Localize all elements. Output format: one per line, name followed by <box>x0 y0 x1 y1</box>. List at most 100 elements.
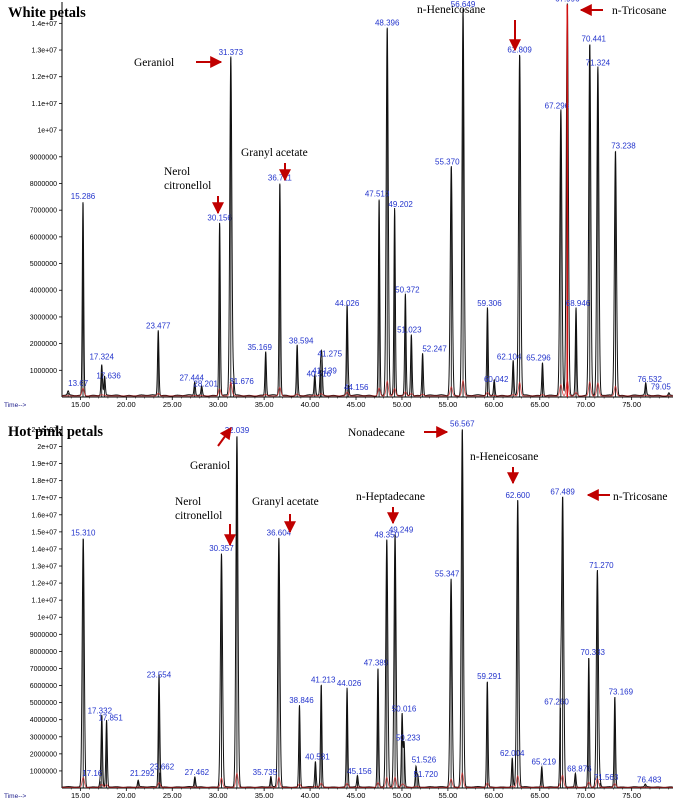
y-tick-label: 1e+07 <box>37 128 57 135</box>
x-axis-label: Time--> <box>4 793 27 800</box>
y-tick-label: 9000000 <box>30 632 57 639</box>
y-tick-label: 3000000 <box>30 314 57 321</box>
peak-label: 67.996 <box>555 0 580 4</box>
y-tick-label: 1000000 <box>30 768 57 775</box>
peak-label: 31.676 <box>229 377 254 386</box>
peak-label: 17.16 <box>82 769 103 778</box>
peak-label: 48.350 <box>375 530 400 539</box>
x-tick-label: 75.00 <box>622 791 641 800</box>
y-tick-label: 1e+07 <box>37 615 57 622</box>
peak-label: 70.333 <box>581 648 606 657</box>
y-tick-label: 4000000 <box>30 288 57 295</box>
peak-label: 44.026 <box>337 679 362 688</box>
peak-label: 62.809 <box>507 45 532 54</box>
peak-label: 59.306 <box>477 299 502 308</box>
peak-label: 68.876 <box>567 764 592 773</box>
peak-label: 67.260 <box>544 698 569 707</box>
annotation-arrow <box>217 427 232 447</box>
peak-label: 38.846 <box>289 696 314 705</box>
peak-label: 32.039 <box>225 426 250 435</box>
y-tick-label: 8000000 <box>30 649 57 656</box>
y-tick-label: 1.2e+07 <box>32 74 58 81</box>
peak-label: 41.213 <box>311 676 336 685</box>
compound-annotation: n-Tricosane <box>612 5 667 17</box>
y-tick-label: 1.5e+07 <box>32 529 58 536</box>
x-tick-label: 45.00 <box>347 791 366 800</box>
peak-label: 79.05 <box>651 382 672 391</box>
compound-annotation: citronellol <box>175 510 222 522</box>
peak-label: 50.016 <box>392 705 417 714</box>
peak-label: 62.600 <box>505 491 530 500</box>
peak-label: 71.563 <box>594 773 619 782</box>
peak-label: 47.513 <box>365 190 390 199</box>
x-tick-label: 70.00 <box>576 400 595 409</box>
peak-label: 13.67 <box>68 379 89 388</box>
peak-label: 67.489 <box>550 488 575 497</box>
peak-label: 45.156 <box>347 767 372 776</box>
x-tick-label: 55.00 <box>439 791 458 800</box>
peak-label: 17.332 <box>88 706 113 715</box>
peak-label: 28.201 <box>193 380 218 389</box>
peak-label: 23.554 <box>147 670 172 679</box>
y-tick-label: 1.1e+07 <box>32 598 58 605</box>
compound-annotation: Geraniol <box>134 57 174 69</box>
y-tick-label: 1.3e+07 <box>32 564 58 571</box>
peak-label: 35.169 <box>247 343 272 352</box>
y-tick-label: 5000000 <box>30 700 57 707</box>
y-tick-label: 2.1e+07 <box>32 427 58 434</box>
peak-label: 52.247 <box>422 344 447 353</box>
peak-label: 55.370 <box>435 157 460 166</box>
peak-label: 40.516 <box>307 370 332 379</box>
x-tick-label: 60.00 <box>484 791 503 800</box>
y-tick-label: 2e+07 <box>37 444 57 451</box>
x-tick-label: 65.00 <box>530 791 549 800</box>
peak-label: 30.357 <box>209 544 234 553</box>
x-tick-label: 15.00 <box>71 791 90 800</box>
peak-label: 27.444 <box>179 374 204 383</box>
peak-label: 55.347 <box>435 570 460 579</box>
peak-label: 50.372 <box>395 286 420 295</box>
compound-annotation: n-Heptadecane <box>356 491 425 503</box>
panel-title: White petals <box>8 5 86 21</box>
peak-label: 21.292 <box>130 769 155 778</box>
peak-label: 35.735 <box>253 768 278 777</box>
overlay-trace <box>62 378 673 397</box>
peak-label: 48.396 <box>375 19 400 28</box>
peak-label: 76.483 <box>637 775 662 784</box>
peak-label: 67.296 <box>545 101 570 110</box>
x-tick-label: 65.00 <box>530 400 549 409</box>
x-tick-label: 20.00 <box>117 791 136 800</box>
peak-label: 23.477 <box>146 322 171 331</box>
y-tick-label: 7000000 <box>30 208 57 215</box>
chromatogram-hot-pink-petals: Hot pink petals 1000000 2000000 3000000 400… <box>4 419 673 800</box>
peak-label: 36.711 <box>268 173 292 182</box>
x-tick-label: 45.00 <box>347 400 366 409</box>
peak-label: 65.219 <box>532 758 557 767</box>
peak-label: 30.156 <box>207 214 232 223</box>
y-tick-label: 2000000 <box>30 751 57 758</box>
y-tick-label: 7000000 <box>30 666 57 673</box>
y-tick-label: 1.3e+07 <box>32 48 58 55</box>
y-tick-label: 1.9e+07 <box>32 461 58 468</box>
y-tick-label: 5000000 <box>30 261 57 268</box>
y-tick-label: 1.7e+07 <box>32 495 58 502</box>
peak-label: 70.441 <box>582 35 607 44</box>
peak-label: 41.139 <box>312 366 337 375</box>
peak-label: 44.156 <box>344 383 369 392</box>
compound-annotation: Nerol <box>175 496 201 508</box>
x-tick-label: 40.00 <box>301 791 320 800</box>
peak-label: 51.023 <box>397 326 422 335</box>
peak-label: 40.581 <box>305 752 330 761</box>
y-tick-label: 6000000 <box>30 683 57 690</box>
x-tick-label: 30.00 <box>209 791 228 800</box>
peak-label: 36.604 <box>267 529 292 538</box>
x-tick-label: 55.00 <box>439 400 458 409</box>
y-tick-label: 1.6e+07 <box>32 512 58 519</box>
overlay-trace <box>62 772 673 788</box>
peak-label: 50.233 <box>396 734 421 743</box>
peak-label: 31.373 <box>219 48 244 57</box>
peak-label: 56.567 <box>450 419 475 428</box>
y-tick-label: 8000000 <box>30 181 57 188</box>
peak-label: 51.720 <box>414 770 439 779</box>
